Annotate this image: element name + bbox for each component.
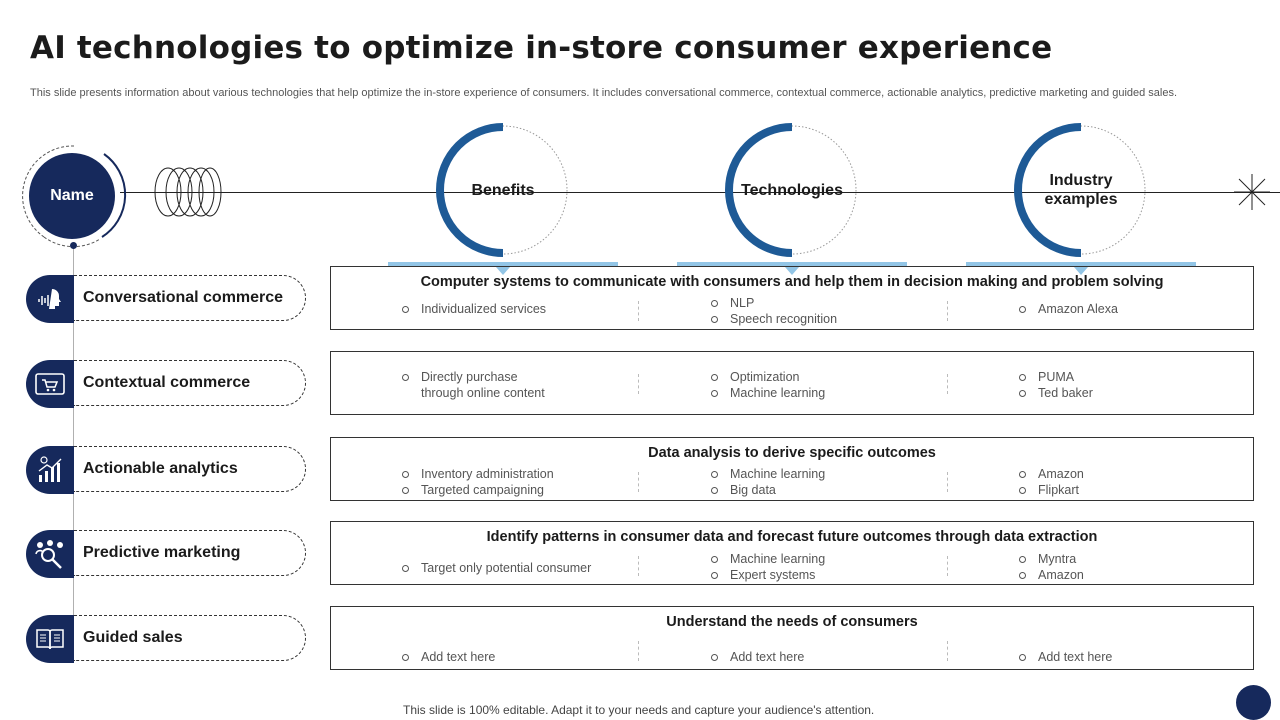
cell-divider (638, 472, 640, 492)
row-label-actionable-analytics: Actionable analytics (26, 446, 308, 494)
page-title: AI technologies to optimize in-store con… (30, 30, 1053, 66)
examples-cell: Amazon Alexa (1019, 301, 1249, 317)
people-search-icon (26, 530, 74, 578)
benefits-cell: Add text here (402, 649, 632, 665)
column-label: Benefits (471, 181, 535, 199)
list-item: Machine learning (711, 466, 941, 482)
technologies-cell: Optimization Machine learning (711, 369, 941, 401)
row-label-conversational-commerce: Conversational commerce (26, 275, 308, 323)
list-item: Add text here (402, 649, 632, 665)
list-item: Amazon (1019, 466, 1249, 482)
ring-icon (436, 123, 568, 257)
list-item: Add text here (1019, 649, 1249, 665)
name-ring-decoration (22, 145, 127, 248)
list-item: Targeted campaigning (402, 482, 632, 498)
footer-note: This slide is 100% editable. Adapt it to… (403, 703, 875, 717)
name-label: Name (29, 153, 115, 239)
page-subtitle: This slide presents information about va… (30, 87, 1178, 99)
list-item: Add text here (711, 649, 941, 665)
benefits-cell: Directly purchase through online content (402, 369, 632, 401)
row-label-guided-sales: Guided sales (26, 615, 308, 663)
list-item: Amazon (1019, 567, 1249, 583)
row-box-guided-sales: Understand the needs of consumers Add te… (330, 606, 1254, 670)
list-item: Myntra (1019, 551, 1249, 567)
list-item: Flipkart (1019, 482, 1249, 498)
technologies-cell: Machine learning Expert systems (711, 551, 941, 583)
column-header-industry-examples: Industry examples (1011, 120, 1151, 260)
list-item: Big data (711, 482, 941, 498)
row-label-predictive-marketing: Predictive marketing (26, 530, 308, 578)
column-bar (966, 262, 1196, 267)
row-label-text: Contextual commerce (74, 360, 306, 406)
column-bar (388, 262, 618, 267)
cell-divider (947, 556, 949, 576)
list-item: PUMA (1019, 369, 1249, 385)
column-pointer (785, 267, 799, 275)
list-item: Speech recognition (711, 311, 941, 327)
row-label-contextual-commerce: Contextual commerce (26, 360, 308, 408)
column-label: Industry examples (1044, 172, 1118, 208)
corner-decoration (1236, 685, 1271, 720)
voice-assistant-icon (26, 275, 74, 323)
list-item: Inventory administration (402, 466, 632, 482)
column-pointer (1074, 267, 1088, 275)
row-heading: Data analysis to derive specific outcome… (648, 445, 936, 461)
benefits-cell: Target only potential consumer (402, 560, 632, 576)
examples-cell: Myntra Amazon (1019, 551, 1249, 583)
cell-divider (638, 556, 640, 576)
list-item: Directly purchase through online content (402, 369, 632, 401)
row-heading: Identify patterns in consumer data and f… (486, 529, 1098, 545)
open-book-icon (26, 615, 74, 663)
column-label: Technologies (741, 181, 843, 199)
sparkle-icon (1234, 174, 1270, 210)
list-item: NLP (711, 295, 941, 311)
row-label-text: Guided sales (74, 615, 306, 661)
connector-dot (70, 242, 77, 249)
row-box-predictive-marketing: Identify patterns in consumer data and f… (330, 521, 1254, 585)
row-heading: Computer systems to communicate with con… (420, 274, 1164, 290)
row-label-text: Predictive marketing (74, 530, 306, 576)
list-item: Expert systems (711, 567, 941, 583)
cell-divider (947, 301, 949, 321)
cell-divider (638, 641, 640, 661)
row-box-contextual-commerce: Directly purchase through online content… (330, 351, 1254, 415)
coil-decoration-icon (154, 167, 222, 217)
row-label-text: Conversational commerce (74, 275, 306, 321)
technologies-cell: Add text here (711, 649, 941, 665)
list-item: Machine learning (711, 551, 941, 567)
ring-icon (1014, 123, 1146, 257)
list-item: Individualized services (402, 301, 632, 317)
benefits-cell: Individualized services (402, 301, 632, 317)
column-bar (677, 262, 907, 267)
column-header-technologies: Technologies (722, 120, 862, 260)
list-item: Ted baker (1019, 385, 1249, 401)
timeline-line (120, 192, 1280, 193)
list-item: Amazon Alexa (1019, 301, 1249, 317)
ring-icon (725, 123, 857, 257)
list-item: Optimization (711, 369, 941, 385)
list-item: Target only potential consumer (402, 560, 632, 576)
technologies-cell: Machine learning Big data (711, 466, 941, 498)
name-badge: Name (20, 142, 128, 250)
cell-divider (638, 301, 640, 321)
online-shopping-icon (26, 360, 74, 408)
cell-divider (947, 374, 949, 394)
row-box-actionable-analytics: Data analysis to derive specific outcome… (330, 437, 1254, 501)
column-pointer (496, 267, 510, 275)
analytics-chart-icon (26, 446, 74, 494)
examples-cell: Amazon Flipkart (1019, 466, 1249, 498)
examples-cell: Add text here (1019, 649, 1249, 665)
cell-divider (638, 374, 640, 394)
row-label-text: Actionable analytics (74, 446, 306, 492)
row-heading: Understand the needs of consumers (666, 614, 918, 630)
cell-divider (947, 472, 949, 492)
row-box-conversational-commerce: Computer systems to communicate with con… (330, 266, 1254, 330)
cell-divider (947, 641, 949, 661)
technologies-cell: NLP Speech recognition (711, 295, 941, 327)
benefits-cell: Inventory administration Targeted campai… (402, 466, 632, 498)
examples-cell: PUMA Ted baker (1019, 369, 1249, 401)
list-item: Machine learning (711, 385, 941, 401)
column-header-benefits: Benefits (433, 120, 573, 260)
